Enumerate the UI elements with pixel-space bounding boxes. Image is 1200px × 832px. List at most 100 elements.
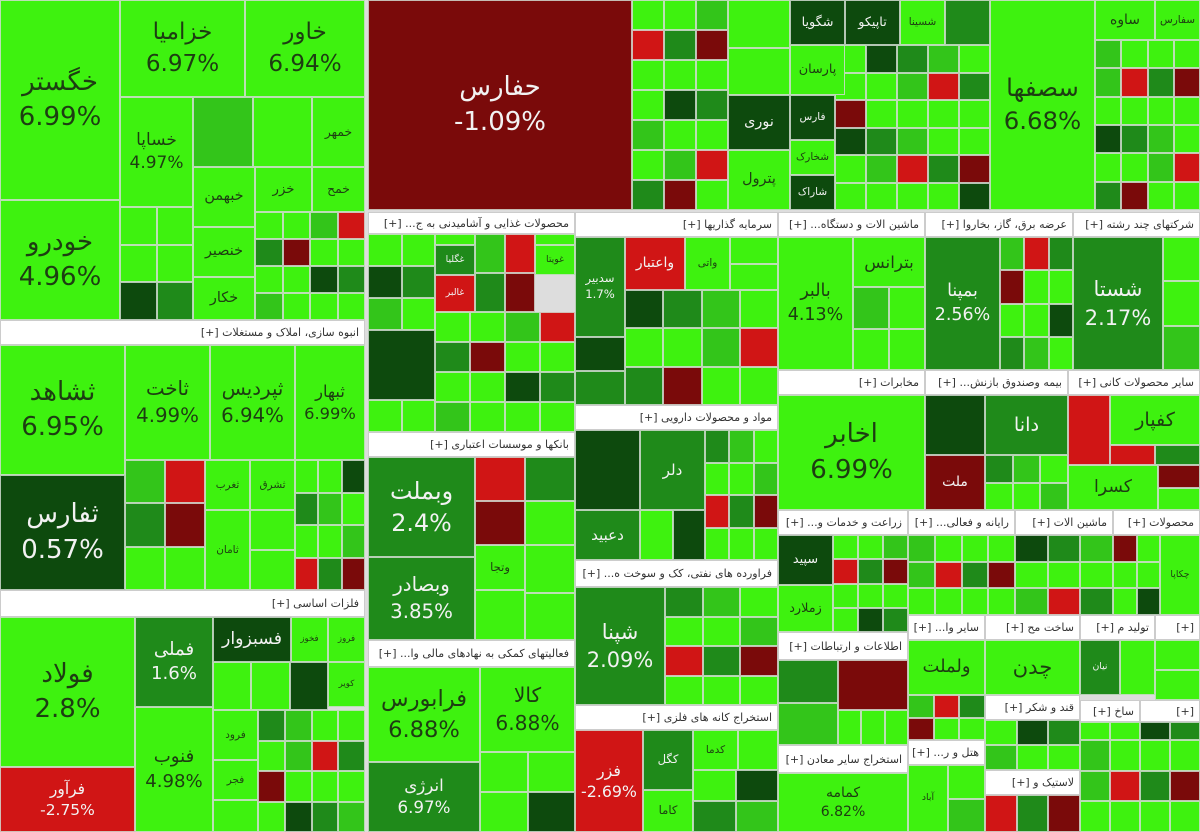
tile-change: 6.95%	[21, 412, 104, 442]
filler-tile	[663, 366, 702, 405]
stock-tile: فخوز	[291, 617, 328, 662]
filler-tile	[258, 801, 285, 832]
filler-tile	[1173, 153, 1200, 182]
filler-tile	[435, 234, 475, 245]
filler-tile	[1048, 336, 1073, 370]
tile-label: چکاپا	[1170, 568, 1190, 580]
tile-change: 4.97%	[129, 153, 184, 173]
filler-tile	[251, 662, 290, 710]
filler-tile	[729, 462, 754, 495]
stock-tile: خاور 6.94%	[245, 0, 365, 97]
filler-tile	[165, 460, 205, 504]
tile-label: شگویا	[801, 14, 834, 30]
filler-tile	[1080, 588, 1113, 615]
filler-tile	[985, 795, 1017, 832]
filler-tile	[908, 535, 935, 562]
filler-tile	[310, 266, 338, 293]
tile-change: 3.85%	[390, 599, 453, 623]
filler-tile	[505, 312, 540, 342]
filler-tile	[282, 266, 310, 293]
sector-header: محصولات غذایی و آشامیدنی به ج... [+]	[368, 212, 575, 234]
filler-tile	[1170, 770, 1200, 802]
filler-tile	[988, 588, 1015, 615]
filler-tile	[664, 120, 696, 150]
stock-tile: فارس	[790, 95, 835, 140]
filler-tile	[632, 90, 664, 120]
filler-tile	[959, 155, 990, 183]
sector-header: ساخ [+]	[1080, 700, 1140, 722]
filler-tile	[1095, 153, 1122, 182]
filler-tile	[1147, 68, 1174, 97]
filler-tile	[988, 561, 1015, 589]
filler-tile	[1155, 445, 1200, 465]
tile-label: واعتبار	[635, 255, 675, 272]
sector-header: مواد و محصولات دارویی [+]	[575, 405, 778, 430]
filler-tile	[735, 801, 778, 832]
stock-tile: ثاخت 4.99%	[125, 345, 210, 460]
filler-tile	[632, 150, 664, 180]
tile-change: 4.99%	[136, 403, 199, 427]
stock-tile: شگویا	[790, 0, 845, 45]
filler-tile	[985, 745, 1017, 770]
tile-label: خگستر	[22, 66, 98, 97]
filler-tile	[778, 702, 838, 745]
stock-tile: کسرا	[1068, 465, 1158, 510]
filler-tile	[120, 282, 157, 320]
stock-tile: خگستر 6.99%	[0, 0, 120, 200]
filler-tile	[575, 337, 625, 371]
filler-tile	[664, 150, 696, 180]
tile-label: واتی	[697, 257, 718, 270]
filler-tile	[480, 792, 528, 832]
sector-header: [+]	[1155, 615, 1200, 640]
filler-tile	[897, 127, 928, 155]
filler-tile	[1015, 561, 1048, 589]
filler-tile	[1016, 720, 1049, 745]
filler-tile	[730, 237, 778, 264]
tile-change: 6.82%	[820, 803, 866, 820]
filler-tile	[1136, 561, 1160, 589]
filler-tile	[401, 266, 435, 298]
tile-label: فجر	[226, 773, 245, 786]
filler-tile	[1012, 482, 1041, 510]
filler-tile	[165, 546, 205, 590]
filler-tile	[1163, 281, 1200, 326]
filler-tile	[665, 616, 703, 646]
filler-tile	[1170, 801, 1200, 832]
filler-tile	[696, 150, 728, 180]
filler-tile	[295, 557, 319, 590]
sector-header: مخابرات [+]	[778, 370, 925, 395]
filler-tile	[470, 402, 505, 432]
filler-tile	[705, 462, 730, 495]
filler-tile	[1024, 237, 1049, 271]
filler-tile	[368, 298, 402, 330]
filler-tile	[341, 557, 365, 590]
filler-tile	[778, 660, 838, 703]
filler-tile	[318, 492, 342, 525]
filler-tile	[1136, 588, 1160, 615]
tile-label: غالبر	[445, 287, 465, 299]
filler-tile	[740, 675, 778, 705]
tile-label: فرآور	[49, 779, 86, 798]
filler-tile	[540, 402, 575, 432]
filler-tile	[933, 695, 960, 718]
filler-tile	[1163, 237, 1200, 282]
tile-label: اخابر	[825, 419, 878, 450]
filler-tile	[318, 460, 342, 493]
filler-tile	[945, 0, 990, 45]
filler-tile	[1113, 588, 1137, 615]
stock-tile: فولاد 2.8%	[0, 617, 135, 767]
filler-tile	[213, 662, 252, 710]
tile-label: بمپنا	[947, 280, 978, 301]
filler-tile	[1048, 795, 1080, 832]
filler-tile	[341, 492, 365, 525]
filler-tile	[1110, 445, 1155, 465]
sector-header: سایر محصولات کانی [+]	[1068, 370, 1200, 395]
filler-tile	[702, 675, 741, 705]
tile-change: 2.4%	[391, 509, 452, 537]
filler-tile	[289, 662, 328, 710]
filler-tile	[988, 535, 1015, 562]
filler-tile	[193, 97, 253, 167]
stock-tile: واعتبار	[625, 237, 685, 290]
filler-tile	[1121, 68, 1148, 97]
filler-tile	[664, 60, 696, 90]
